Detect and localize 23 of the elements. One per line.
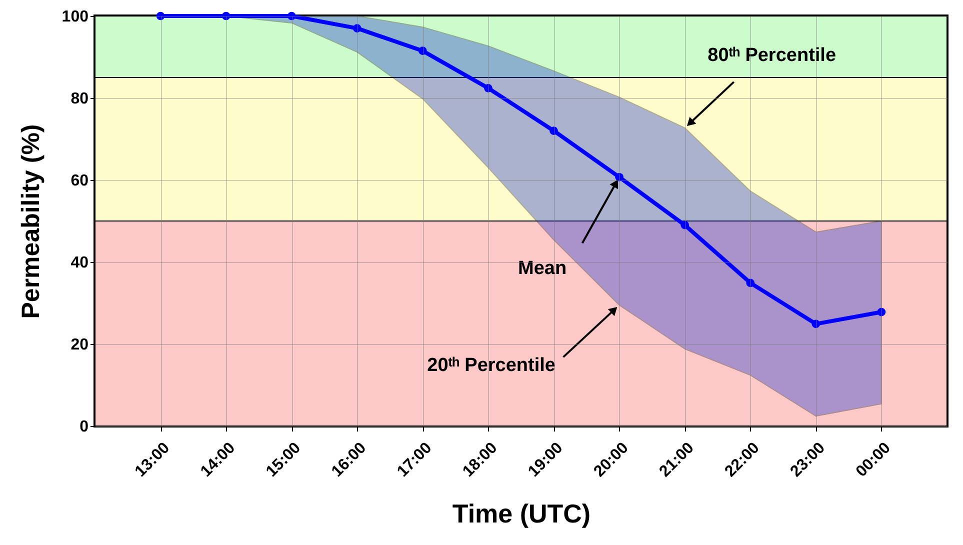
point (680, 220, 690, 230)
point (484, 84, 492, 92)
point (746, 278, 755, 288)
annotation: 80ᵗʰ Percentile (708, 44, 836, 66)
point (352, 24, 362, 32)
y-tick-label: 40 (70, 254, 89, 272)
y-tick-label: 20 (70, 336, 89, 354)
point (156, 12, 165, 20)
point (418, 46, 427, 56)
point (222, 12, 230, 20)
point (615, 172, 624, 182)
y-tick-label: 0 (80, 418, 89, 436)
annotation: 20ᵗʰ Percentile (427, 355, 556, 376)
y-tick-label: 60 (70, 172, 89, 190)
y-tick-label: 100 (62, 8, 89, 26)
x-axis-title: Time (UTC) (452, 498, 591, 529)
annotation: Mean (518, 258, 567, 280)
y-axis-title: Permeability (%) (16, 124, 45, 319)
point (550, 126, 558, 135)
point (287, 12, 296, 20)
y-tick-label: 80 (70, 90, 89, 108)
point (877, 308, 886, 316)
point (812, 320, 820, 328)
